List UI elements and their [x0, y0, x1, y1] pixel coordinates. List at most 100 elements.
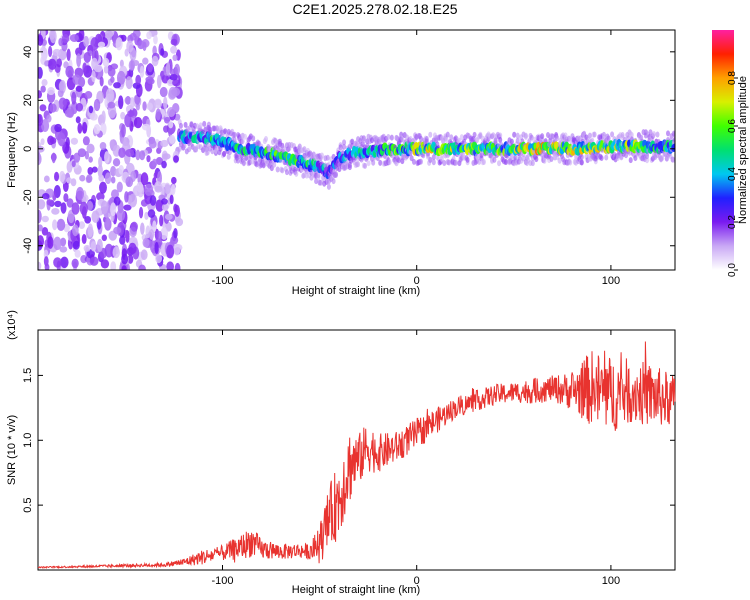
halo-cell — [251, 135, 256, 142]
noise-cell — [88, 105, 94, 114]
noise-cell — [46, 199, 55, 206]
halo-cell — [232, 131, 237, 138]
noise-cell — [104, 30, 114, 39]
noise-cell — [118, 147, 126, 159]
noise-cell — [174, 63, 180, 76]
noise-cell — [161, 198, 168, 205]
snr-xtick-label: -100 — [211, 575, 233, 587]
halo-cell — [282, 146, 287, 153]
noise-cell — [113, 196, 121, 206]
noise-cell — [58, 97, 67, 110]
spectrogram-heatmap — [38, 30, 675, 270]
noise-cell — [103, 65, 109, 74]
halo-cell — [431, 159, 436, 166]
halo-cell — [378, 159, 383, 166]
noise-cell — [90, 37, 99, 51]
noise-cell — [161, 160, 167, 169]
halo-cell — [350, 138, 355, 145]
noise-cell — [135, 74, 142, 86]
noise-cell — [170, 45, 178, 54]
noise-cell — [72, 74, 81, 85]
noise-cell — [139, 65, 145, 78]
halo-cell — [579, 154, 584, 161]
snr-ytick-label: 1.0 — [22, 433, 34, 448]
halo-cell — [318, 179, 323, 186]
halo-cell — [297, 143, 302, 150]
snr-xtick-label: 0 — [414, 575, 420, 587]
noise-cell — [40, 46, 46, 54]
colorbar-tick-label: 0.6 — [727, 119, 738, 133]
noise-cell — [86, 143, 95, 154]
halo-cell — [363, 162, 368, 169]
noise-cell — [83, 35, 90, 48]
halo-cell — [325, 154, 330, 161]
halo-cell — [645, 153, 650, 160]
noise-cell — [154, 241, 159, 255]
noise-cell — [139, 150, 146, 161]
noise-cell — [66, 177, 73, 184]
noise-cell — [57, 132, 66, 147]
halo-cell — [606, 135, 611, 142]
halo-cell — [198, 122, 203, 129]
noise-cell — [113, 226, 122, 235]
spectrogram-xtick-label: 100 — [602, 275, 620, 287]
noise-cell — [163, 96, 168, 110]
snr-panel: -100 0 100 0.5 1.0 1.5 Height of straight lin… — [6, 310, 676, 596]
noise-cell — [148, 228, 155, 240]
noise-cell — [43, 249, 49, 259]
noise-cell — [133, 116, 143, 129]
noise-cell — [79, 174, 86, 182]
noise-cell — [116, 70, 126, 85]
halo-cell — [428, 156, 433, 163]
noise-cell — [168, 125, 173, 138]
noise-cell — [84, 90, 93, 99]
spectrogram-xlabel: Height of straight line (km) — [292, 285, 420, 297]
noise-cell — [116, 181, 123, 193]
noise-cell — [44, 60, 49, 67]
noise-cell — [157, 230, 163, 241]
halo-cell — [592, 131, 597, 138]
noise-cell — [159, 214, 164, 227]
noise-cell — [138, 206, 144, 219]
noise-cell — [121, 265, 127, 270]
noise-cell — [82, 62, 87, 74]
spectrogram-ytick-label: 40 — [22, 46, 34, 58]
halo-cell — [428, 131, 433, 138]
halo-cell — [449, 134, 454, 141]
noise-cell — [142, 101, 147, 111]
halo-cell — [648, 129, 653, 136]
colorbar-label: Normalized spectral amplitude — [737, 76, 749, 224]
halo-cell — [241, 160, 246, 167]
noise-cell — [155, 254, 163, 264]
noise-cell — [74, 249, 81, 258]
noise-cell — [39, 104, 47, 112]
noise-cell — [120, 111, 126, 120]
figure-title: C2E1.2025.278.02.18.E25 — [292, 1, 457, 17]
noise-cell — [113, 82, 121, 89]
halo-cell — [620, 132, 625, 139]
noise-cell — [115, 37, 123, 51]
noise-cell — [135, 103, 140, 111]
noise-cell — [84, 215, 92, 224]
halo-cell — [493, 137, 498, 144]
halo-cell — [183, 121, 188, 128]
halo-cell — [601, 131, 606, 138]
noise-cell — [49, 30, 57, 44]
halo-cell — [226, 153, 231, 160]
halo-cell — [331, 178, 336, 185]
noise-cell — [112, 246, 120, 259]
noise-cell — [121, 253, 129, 265]
halo-cell — [534, 156, 539, 163]
halo-cell — [481, 159, 486, 166]
noise-cell — [169, 194, 174, 205]
noise-cell — [41, 79, 48, 86]
noise-cell — [121, 123, 126, 138]
noise-cell — [54, 123, 62, 133]
halo-cell — [509, 138, 514, 145]
noise-cell — [163, 116, 171, 124]
halo-cell — [568, 159, 573, 166]
noise-cell — [38, 90, 42, 99]
noise-cell — [87, 223, 94, 238]
noise-cell — [125, 76, 133, 90]
noise-cell — [38, 113, 43, 127]
